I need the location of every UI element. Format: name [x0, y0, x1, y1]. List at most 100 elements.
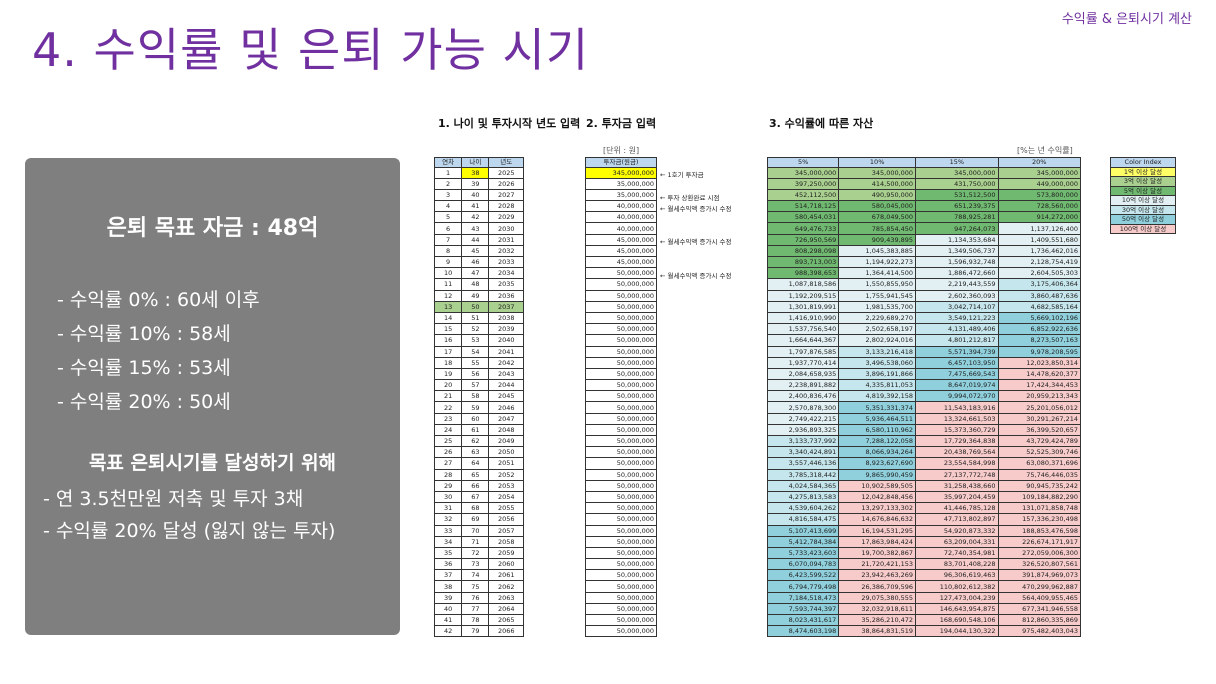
- cell-asset-10: 13,297,133,302: [838, 502, 917, 515]
- cell-age: 47: [461, 267, 490, 280]
- table-row: 13 50 2037: [433, 300, 524, 313]
- cell-index: 21: [433, 390, 463, 403]
- cell-age: 52: [461, 323, 490, 336]
- cell-index: 42: [433, 625, 463, 638]
- cell-asset-20: 30,291,267,214: [997, 412, 1082, 425]
- cell-year: 2054: [488, 490, 524, 504]
- cell-asset-20: 1,409,551,680: [997, 233, 1082, 246]
- legend-row: 5억 이상 달성: [1110, 185, 1176, 196]
- cell-asset-10: 1,364,414,500: [838, 267, 917, 280]
- rate-result-list: - 수익률 0% : 60세 이후 - 수익률 10% : 58세 - 수익률 …: [57, 283, 260, 419]
- cell-investment: 45,000,000: [585, 233, 657, 246]
- table-row: 345,000,000: [585, 166, 657, 179]
- table-row: 50,000,000: [585, 311, 657, 325]
- cell-asset-20: 25,201,056,012: [997, 401, 1082, 414]
- table-row: 50,000,000: [585, 580, 657, 593]
- table-row: 31 68 2055: [433, 502, 524, 515]
- cell-asset-20: 470,299,962,887: [997, 580, 1082, 593]
- table-row: 1,192,209,515 1,755,941,545 2,602,360,093 3…: [766, 289, 1082, 302]
- cell-year: 2048: [488, 423, 524, 437]
- cell-asset-20: 326,520,807,561: [997, 558, 1082, 571]
- cell-age: 54: [461, 345, 490, 358]
- table-row: 4,275,813,583 12,042,848,456 35,997,204,45…: [766, 490, 1082, 504]
- plan-heading: 목표 은퇴시기를 달성하기 위해: [88, 452, 337, 474]
- cell-asset-10: 3,896,191,866: [838, 367, 917, 381]
- table-row: 50,000,000: [585, 591, 657, 604]
- cell-asset-5: 808,298,098: [766, 244, 840, 258]
- page-title: 4. 수익률 및 은퇴 가능 시기: [32, 23, 590, 77]
- cell-asset-5: 3,340,424,891: [766, 446, 840, 459]
- cell-year: 2058: [488, 535, 524, 548]
- cell-asset-5: 649,476,733: [766, 222, 840, 235]
- cell-asset-5: 7,593,744,397: [766, 602, 840, 616]
- cell-asset-15: 345,000,000: [915, 166, 999, 179]
- cell-age: 48: [461, 278, 490, 291]
- cell-investment: 50,000,000: [585, 602, 657, 616]
- cell-year: 2030: [488, 222, 524, 235]
- cell-age: 44: [461, 233, 490, 246]
- cell-investment: 50,000,000: [585, 479, 657, 492]
- cell-asset-15: 1,349,506,737: [915, 244, 999, 258]
- table-row: 26 63 2050: [433, 446, 524, 459]
- cell-age: 63: [461, 446, 490, 459]
- cell-investment: 50,000,000: [585, 613, 657, 627]
- cell-year: 2043: [488, 367, 524, 381]
- table-row: 34 71 2058: [433, 535, 524, 548]
- table-row: 50,000,000: [585, 278, 657, 291]
- cell-investment: 50,000,000: [585, 300, 657, 313]
- cell-asset-20: 157,336,230,498: [997, 513, 1082, 526]
- cell-index: 6: [433, 222, 463, 235]
- cell-asset-5: 5,107,413,699: [766, 524, 840, 537]
- cell-index: 39: [433, 591, 463, 604]
- table-row: 649,476,733 785,854,450 947,264,073 1,137,1…: [766, 222, 1082, 235]
- cell-index: 18: [433, 356, 463, 369]
- cell-investment: 50,000,000: [585, 412, 657, 425]
- cell-asset-10: 17,863,984,424: [838, 535, 917, 548]
- table-row: 50,000,000: [585, 423, 657, 437]
- table-row: 45,000,000: [585, 244, 657, 258]
- table-row: 50,000,000: [585, 490, 657, 504]
- table-row: 1,301,819,991 1,981,535,700 3,042,714,107 4…: [766, 300, 1082, 313]
- retirement-goal: 은퇴 목표 자금 : 48억: [106, 216, 319, 241]
- cell-year: 2028: [488, 200, 524, 213]
- table-row: 50,000,000: [585, 356, 657, 369]
- cell-age: 51: [461, 311, 490, 325]
- cell-index: 41: [433, 613, 463, 627]
- cell-asset-20: 188,853,476,598: [997, 524, 1082, 537]
- table-row: 1,797,876,585 3,133,216,418 5,571,394,739 9…: [766, 345, 1082, 358]
- cell-asset-15: 788,925,281: [915, 211, 999, 224]
- table-row: 726,950,569 909,439,895 1,134,353,684 1,409…: [766, 233, 1082, 246]
- cell-year: 2052: [488, 468, 524, 481]
- cell-asset-20: 9,978,208,595: [997, 345, 1082, 358]
- cell-asset-10: 2,502,658,197: [838, 323, 917, 336]
- cell-asset-5: 4,539,604,262: [766, 502, 840, 515]
- cell-asset-20: 131,071,858,748: [997, 502, 1082, 515]
- cell-year: 2027: [488, 188, 524, 202]
- cell-index: 3: [433, 188, 463, 202]
- cell-asset-20: 2,128,754,419: [997, 255, 1082, 269]
- cell-age: 67: [461, 490, 490, 504]
- cell-year: 2036: [488, 289, 524, 302]
- table-row: 50,000,000: [585, 390, 657, 403]
- cell-investment: 50,000,000: [585, 558, 657, 571]
- cell-asset-20: 63,080,371,696: [997, 457, 1082, 470]
- cell-asset-15: 47,713,802,897: [915, 513, 999, 526]
- row-note: 월세수익액 증가시 수정: [660, 270, 732, 280]
- col-header-rate-15: 15%: [915, 157, 999, 168]
- cell-asset-10: 4,819,392,158: [838, 390, 917, 403]
- cell-year: 2034: [488, 267, 524, 280]
- table-row: 514,718,125 580,045,000 651,239,375 728,560…: [766, 200, 1082, 213]
- cell-year: 2047: [488, 412, 524, 425]
- table-row: 50,000,000: [585, 502, 657, 515]
- table-row: 50,000,000: [585, 524, 657, 537]
- cell-asset-15: 1,886,472,660: [915, 267, 999, 280]
- cell-investment: 50,000,000: [585, 289, 657, 302]
- cell-investment: 50,000,000: [585, 535, 657, 548]
- cell-index: 16: [433, 334, 463, 347]
- cell-asset-15: 5,571,394,739: [915, 345, 999, 358]
- table-row: 50,000,000: [585, 535, 657, 548]
- cell-age: 38: [461, 166, 490, 179]
- cell-asset-5: 2,400,836,476: [766, 390, 840, 403]
- cell-age: 60: [461, 412, 490, 425]
- cell-asset-10: 580,045,000: [838, 200, 917, 213]
